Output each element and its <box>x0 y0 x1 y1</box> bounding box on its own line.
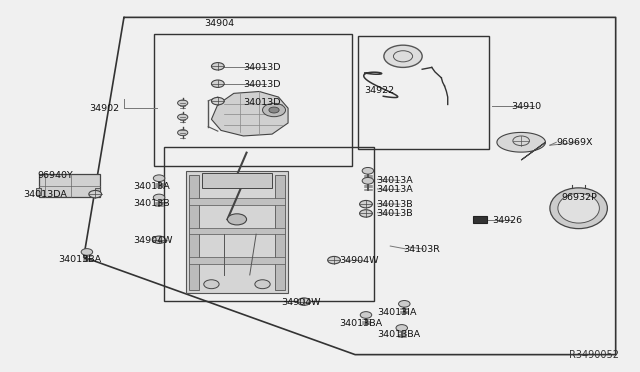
Bar <box>189 257 285 264</box>
Circle shape <box>399 301 410 307</box>
Text: 96932P: 96932P <box>561 193 597 202</box>
Bar <box>154 34 352 166</box>
Text: 34013B: 34013B <box>134 199 170 208</box>
Circle shape <box>154 194 165 201</box>
Text: 34013D: 34013D <box>243 80 281 89</box>
Text: 34013DA: 34013DA <box>24 190 68 199</box>
Text: 34013A: 34013A <box>134 182 170 190</box>
Circle shape <box>177 114 188 120</box>
Circle shape <box>362 177 374 184</box>
Bar <box>95 188 100 195</box>
Circle shape <box>298 298 310 305</box>
Polygon shape <box>211 92 288 136</box>
Circle shape <box>360 210 372 217</box>
Text: 34013BA: 34013BA <box>339 320 382 328</box>
Bar <box>186 171 288 294</box>
Bar <box>202 173 272 188</box>
Text: 34013B: 34013B <box>376 200 413 209</box>
Text: 34904: 34904 <box>204 19 234 28</box>
Circle shape <box>328 256 340 264</box>
Text: 96940Y: 96940Y <box>38 171 74 180</box>
Bar <box>39 174 100 197</box>
Circle shape <box>153 236 166 243</box>
Circle shape <box>81 248 93 255</box>
Circle shape <box>396 325 408 331</box>
Circle shape <box>211 62 224 70</box>
Circle shape <box>362 167 374 174</box>
Circle shape <box>227 214 246 225</box>
Circle shape <box>177 100 188 106</box>
Circle shape <box>255 280 270 289</box>
Text: 34904W: 34904W <box>282 298 321 307</box>
Text: 34926: 34926 <box>492 216 522 225</box>
Bar <box>473 217 487 223</box>
Circle shape <box>154 175 165 182</box>
Circle shape <box>177 130 188 136</box>
Circle shape <box>211 97 224 105</box>
Bar <box>164 147 374 301</box>
Circle shape <box>204 280 219 289</box>
Bar <box>189 198 285 205</box>
Text: 34013IA: 34013IA <box>378 308 417 317</box>
Circle shape <box>269 107 279 113</box>
Circle shape <box>384 45 422 67</box>
Bar <box>275 175 285 290</box>
Text: 34922: 34922 <box>365 86 395 95</box>
Text: 34904W: 34904W <box>339 256 379 265</box>
Text: 34013B: 34013B <box>376 209 413 218</box>
Text: 96969X: 96969X <box>556 138 593 147</box>
Text: 34904W: 34904W <box>134 236 173 246</box>
Bar <box>358 36 489 149</box>
Text: 34013D: 34013D <box>243 98 281 107</box>
Text: 34103R: 34103R <box>403 244 440 253</box>
Polygon shape <box>497 132 545 160</box>
Text: R3490052: R3490052 <box>569 350 619 360</box>
Circle shape <box>89 190 102 198</box>
Ellipse shape <box>550 188 607 229</box>
Text: 34013A: 34013A <box>376 176 413 185</box>
Text: 34910: 34910 <box>511 102 541 111</box>
Circle shape <box>211 80 224 87</box>
Bar <box>36 188 41 195</box>
Ellipse shape <box>558 193 600 223</box>
Text: 34013BA: 34013BA <box>58 255 101 264</box>
Bar <box>189 228 285 234</box>
Text: 34013BA: 34013BA <box>378 330 420 340</box>
Text: 34013D: 34013D <box>243 63 281 72</box>
Circle shape <box>360 312 372 318</box>
Text: 34902: 34902 <box>89 104 119 113</box>
Circle shape <box>262 103 285 117</box>
Text: 34013A: 34013A <box>376 185 413 194</box>
Bar <box>189 175 198 290</box>
Circle shape <box>360 201 372 208</box>
